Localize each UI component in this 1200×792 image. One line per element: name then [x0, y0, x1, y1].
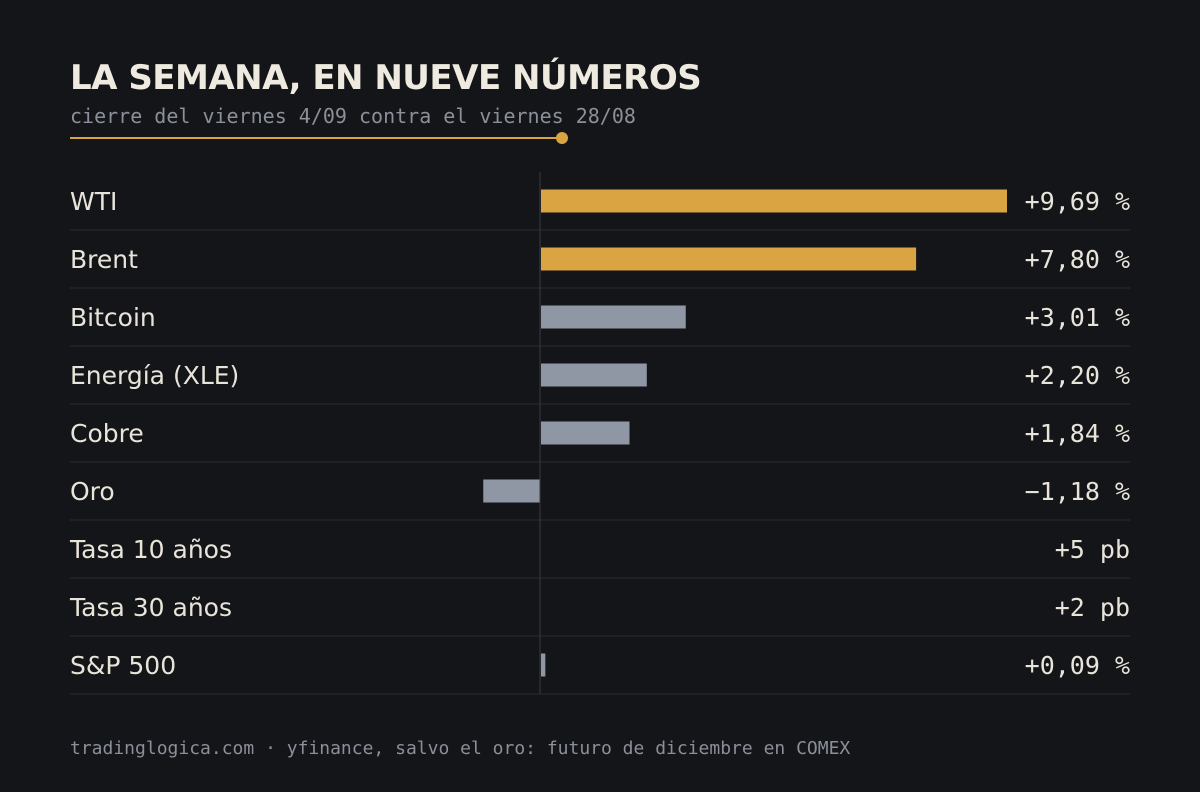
chart-subtitle: cierre del viernes 4/09 contra el vierne… [70, 104, 636, 128]
bar [541, 421, 630, 445]
category-label: S&P 500 [70, 651, 176, 680]
chart-title: LA SEMANA, EN NUEVE NÚMEROS [70, 58, 702, 98]
source-footer: tradinglogica.com · yfinance, salvo el o… [70, 738, 851, 759]
value-label: +0,09 % [1025, 651, 1130, 680]
title-underline [70, 137, 562, 139]
category-label: Bitcoin [70, 303, 156, 332]
bar [541, 305, 686, 329]
value-label: +3,01 % [1025, 303, 1130, 332]
category-label: WTI [70, 187, 117, 216]
value-label: +2,20 % [1025, 361, 1130, 390]
title-underline-dot [556, 132, 568, 144]
category-label: Tasa 30 años [69, 593, 232, 622]
value-label: +9,69 % [1025, 187, 1130, 216]
value-label: +5 pb [1055, 535, 1130, 564]
bar [541, 653, 546, 677]
category-label: Oro [70, 477, 115, 506]
bar [483, 479, 540, 503]
bar [541, 189, 1007, 213]
value-label: +7,80 % [1025, 245, 1130, 274]
bar [541, 363, 647, 387]
value-label: −1,18 % [1025, 477, 1130, 506]
category-label: Cobre [70, 419, 144, 448]
category-label: Tasa 10 años [69, 535, 232, 564]
category-label: Brent [70, 245, 138, 274]
category-label: Energía (XLE) [70, 361, 239, 390]
value-label: +1,84 % [1025, 419, 1130, 448]
value-label: +2 pb [1055, 593, 1130, 622]
bar [541, 247, 917, 271]
